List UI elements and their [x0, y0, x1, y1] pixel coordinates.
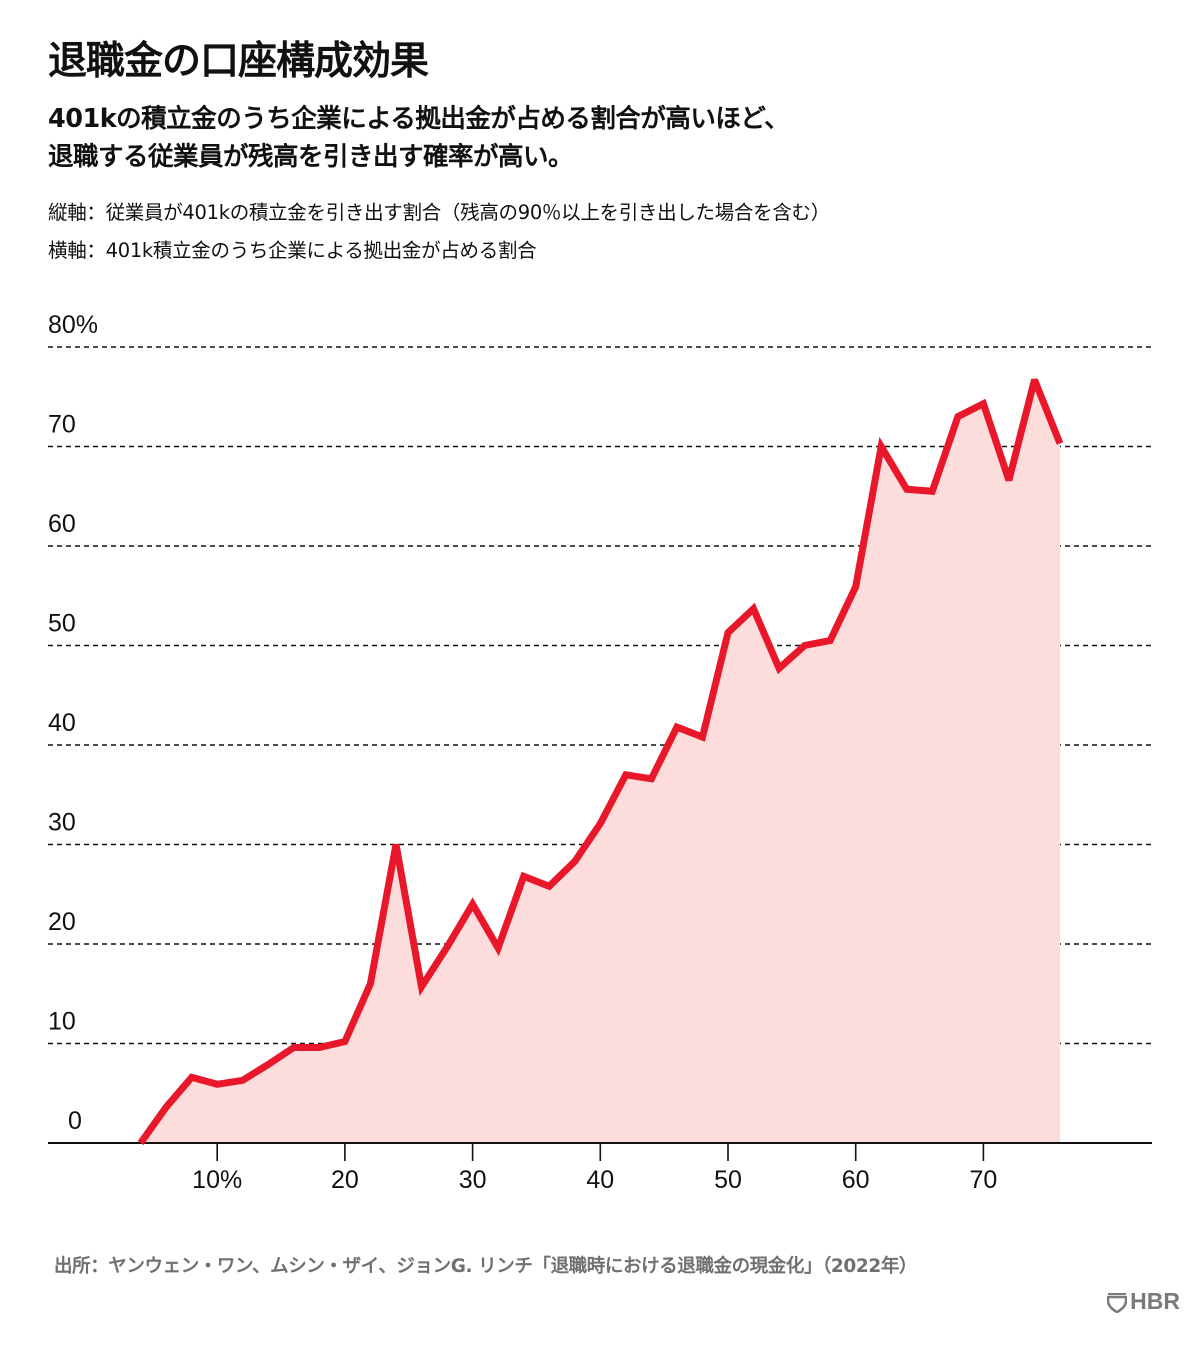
data-point-x48: [699, 734, 706, 741]
x-axis: [48, 1142, 1152, 1161]
data-point-x36: [546, 883, 553, 890]
y-tick-label-10: 10: [48, 1008, 76, 1036]
data-point-x76: [1057, 440, 1064, 447]
line-chart: 0 10 20 30 40 50 60 70 80% 10% 20 30 40 50 60 70: [48, 311, 1152, 1194]
data-point-x46: [673, 724, 680, 731]
data-point-x4: [137, 1140, 144, 1147]
x-tick-label-60: 60: [842, 1166, 870, 1194]
data-point-x28: [444, 944, 451, 951]
data-point-x24: [393, 841, 400, 848]
x-tick-label-50: 50: [714, 1166, 742, 1194]
data-point-x50: [725, 629, 732, 636]
source-note: 出所：ヤンウェン・ワン、ムシン・ザイ、ジョンG. リンチ「退職時における退職金の…: [54, 1256, 918, 1277]
data-point-x58: [827, 637, 834, 644]
data-point-x56: [801, 642, 808, 649]
data-point-x20: [341, 1038, 348, 1045]
data-point-x60: [852, 583, 859, 590]
vertical-axis-note: 縦軸：従業員が401kの積立金を引き出す割合（残高の90％以上を引き出した場合を…: [48, 201, 830, 224]
y-tick-label-0: 0: [68, 1107, 82, 1135]
data-point-x26: [418, 983, 425, 990]
data-line-引き出し割合: [137, 378, 1064, 1146]
data-point-x18: [316, 1044, 323, 1051]
subtitle-line-1: 401kの積立金のうち企業による拠出金が占める割合が高いほど、: [48, 104, 790, 134]
data-line-layer: [137, 376, 1064, 1147]
data-point-x30: [469, 901, 476, 908]
data-point-x10: [214, 1081, 221, 1088]
x-tick-labels: 10% 20 30 40 50 60 70: [192, 1166, 997, 1194]
x-tick-label-70: 70: [969, 1166, 997, 1194]
y-tick-label-60: 60: [48, 510, 76, 538]
x-tick-label-10: 10%: [192, 1166, 242, 1194]
data-point-x44: [648, 775, 655, 782]
data-point-x62: [878, 443, 885, 450]
subtitle-line-2: 退職する従業員が残高を引き出す確率が高い。: [48, 142, 574, 172]
y-tick-label-70: 70: [48, 411, 76, 439]
data-point-x74: [1031, 376, 1038, 383]
x-tick-label-40: 40: [586, 1166, 614, 1194]
data-point-x6: [163, 1104, 170, 1111]
data-point-x8: [188, 1074, 195, 1081]
y-tick-labels: 0 10 20 30 40 50 60 70 80%: [48, 311, 98, 1135]
y-tick-label-20: 20: [48, 908, 76, 936]
data-point-x42: [622, 771, 629, 778]
data-point-x16: [290, 1044, 297, 1051]
data-point-x34: [520, 873, 527, 880]
y-tick-label-40: 40: [48, 709, 76, 737]
y-tick-label-80: 80%: [48, 311, 98, 339]
data-point-x72: [1005, 477, 1012, 484]
x-tick-label-30: 30: [459, 1166, 487, 1194]
y-tick-label-30: 30: [48, 809, 76, 837]
data-point-x68: [954, 413, 961, 420]
data-point-x70: [980, 400, 987, 407]
hbr-logo-text: HBR: [1130, 1288, 1180, 1314]
data-point-x54: [776, 665, 783, 672]
data-point-x14: [265, 1061, 272, 1068]
data-point-x66: [929, 488, 936, 495]
chart-subtitle: 401kの積立金のうち企業による拠出金が占める割合が高いほど、 退職する従業員が…: [48, 100, 790, 176]
hbr-logo: HBR: [1107, 1288, 1180, 1315]
x-tick-label-20: 20: [331, 1166, 359, 1194]
area-fill: [140, 379, 1061, 1143]
data-point-x64: [903, 486, 910, 493]
horizontal-axis-note: 横軸：401k積立金のうち企業による拠出金が占める割合: [48, 239, 537, 262]
hbr-shield-icon: [1107, 1292, 1128, 1313]
chart-title: 退職金の口座構成効果: [48, 39, 429, 84]
data-point-x32: [495, 945, 502, 952]
y-tick-label-50: 50: [48, 610, 76, 638]
data-point-x40: [597, 820, 604, 827]
data-point-x12: [239, 1077, 246, 1084]
data-point-x22: [367, 980, 374, 987]
area-fill-layer: [140, 379, 1061, 1143]
data-point-x38: [571, 858, 578, 865]
data-point-x52: [750, 605, 757, 612]
